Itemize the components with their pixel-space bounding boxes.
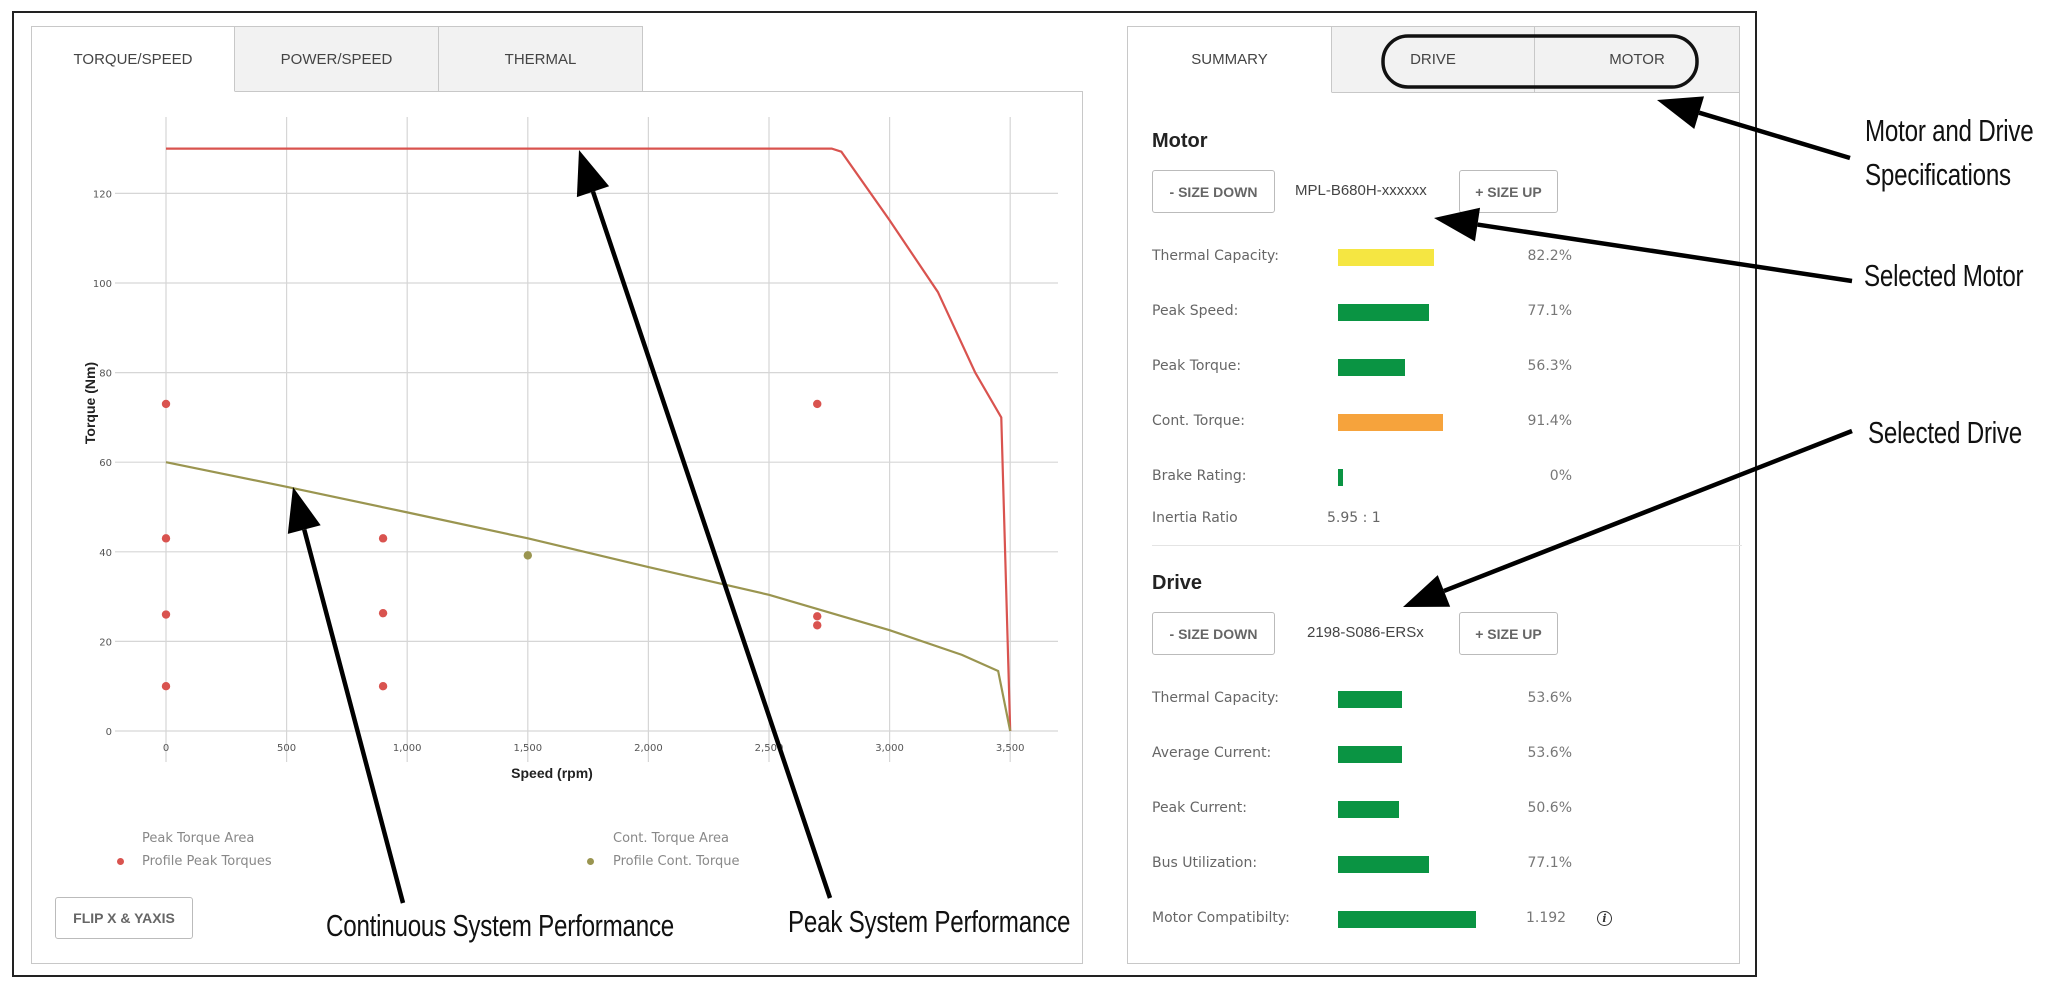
legend-peak-area[interactable]: Peak Torque Area [142,831,255,846]
legend-cont-points[interactable]: Profile Cont. Torque [613,854,740,869]
metric-label: Brake Rating: [1152,468,1247,484]
metric-bar [1338,856,1429,873]
metric-bar [1338,691,1402,708]
inertia-ratio-value: 5.95 : 1 [1327,510,1381,526]
metric-label: Thermal Capacity: [1152,248,1279,264]
tab-thermal[interactable]: THERMAL [439,26,643,92]
metric-bar [1338,414,1443,431]
metric-value: 77.1% [1527,303,1572,319]
tab-bar-spacer [643,26,1083,92]
legend-peak-points-dot-icon [117,858,124,865]
chart-panel: TORQUE/SPEED POWER/SPEED THERMAL [31,26,1083,964]
selected-drive-model: 2198-S086-ERSx [1307,624,1424,641]
data-point[interactable] [523,551,532,560]
x-tick-label: 3,000 [875,743,904,754]
data-point[interactable] [161,682,171,691]
motor-section-title: Motor [1152,130,1208,152]
metric-value: 53.6% [1527,745,1572,761]
metric-value: 1.192 [1526,910,1567,926]
series-line [166,147,1012,732]
metric-bar [1338,359,1405,376]
legend-cont-points-dot-icon [587,858,594,865]
annotation-selected-drive: Selected Drive [1868,415,2022,450]
data-point[interactable] [161,399,171,409]
annotation-selected-motor: Selected Motor [1864,258,2024,293]
x-tick-label: 1,000 [393,743,422,754]
tab-summary[interactable]: SUMMARY [1128,27,1332,93]
metric-label: Average Current: [1152,745,1272,761]
x-tick-label: 0 [163,743,169,754]
annotation-peak: Peak System Performance [788,904,1071,939]
legend-peak-points[interactable]: Profile Peak Torques [142,854,272,869]
data-point[interactable] [378,534,388,543]
summary-panel: SUMMARY DRIVE MOTOR [1127,26,1740,964]
y-tick-label: 100 [93,279,112,290]
x-tick-label: 1,500 [513,743,542,754]
inertia-ratio-label: Inertia Ratio [1152,510,1238,526]
metric-label: Bus Utilization: [1152,855,1258,871]
selected-motor-model: MPL-B680H-xxxxxx [1295,182,1427,199]
metric-label: Peak Torque: [1152,358,1242,374]
metric-bar [1338,469,1343,486]
section-divider [1152,545,1742,546]
metric-value: 91.4% [1527,413,1572,429]
motor-size-up-button[interactable]: + SIZE UP [1459,170,1558,213]
tab-motor[interactable]: MOTOR [1535,27,1739,93]
x-tick-label: 2,500 [755,743,784,754]
drive-size-up-button[interactable]: + SIZE UP [1459,612,1558,655]
y-tick-label: 20 [99,637,112,648]
metric-label: Cont. Torque: [1152,413,1245,429]
x-axis-title: Speed (rpm) [511,765,593,781]
metric-value: 53.6% [1527,690,1572,706]
annotation-specs-line1: Motor and Drive [1865,113,2034,148]
metric-value: 77.1% [1527,855,1572,871]
metric-bar [1338,249,1434,266]
metric-label: Peak Speed: [1152,303,1239,319]
data-point[interactable] [813,621,822,630]
x-tick-label: 500 [277,743,296,754]
tab-drive[interactable]: DRIVE [1332,27,1535,93]
metric-value: 56.3% [1527,358,1572,374]
metric-value: 82.2% [1527,248,1572,264]
metric-label: Thermal Capacity: [1152,690,1279,706]
metric-bar [1338,304,1429,321]
series-line [165,461,1012,732]
y-tick-label: 40 [99,548,112,559]
y-tick-label: 120 [93,189,112,200]
motor-size-down-button[interactable]: - SIZE DOWN [1152,170,1275,213]
data-point[interactable] [378,608,388,618]
y-tick-label: 80 [99,369,112,380]
chart-tabs: TORQUE/SPEED POWER/SPEED THERMAL [32,26,1083,92]
metric-bar [1338,801,1399,818]
y-axis-title: Torque (Nm) [82,362,98,444]
annotation-continuous: Continuous System Performance [326,908,675,943]
data-point[interactable] [378,682,388,691]
tab-power-speed[interactable]: POWER/SPEED [235,26,439,92]
data-point[interactable] [161,610,171,619]
metric-value: 0% [1549,468,1572,484]
data-point[interactable] [813,612,822,621]
metric-label: Peak Current: [1152,800,1247,816]
metric-bar [1338,746,1402,763]
flip-axis-button[interactable]: FLIP X & YAXIS [55,897,193,939]
drive-section-title: Drive [1152,572,1203,594]
x-tick-label: 3,500 [996,743,1025,754]
data-point[interactable] [813,399,822,409]
x-tick-label: 2,000 [634,743,663,754]
drive-size-down-button[interactable]: - SIZE DOWN [1152,612,1275,655]
metric-label: Motor Compatibilty: [1152,910,1290,926]
y-tick-label: 0 [106,727,112,738]
data-point[interactable] [161,534,171,543]
summary-tabs: SUMMARY DRIVE MOTOR [1128,27,1739,93]
info-icon[interactable]: i [1597,911,1612,926]
legend-cont-area[interactable]: Cont. Torque Area [613,831,729,846]
metric-bar [1338,911,1476,928]
tab-torque-speed[interactable]: TORQUE/SPEED [32,26,235,92]
tab-edge [31,26,32,92]
metric-value: 50.6% [1527,800,1572,816]
annotation-specs-line2: Specifications [1865,157,2011,192]
y-tick-label: 60 [99,458,112,469]
